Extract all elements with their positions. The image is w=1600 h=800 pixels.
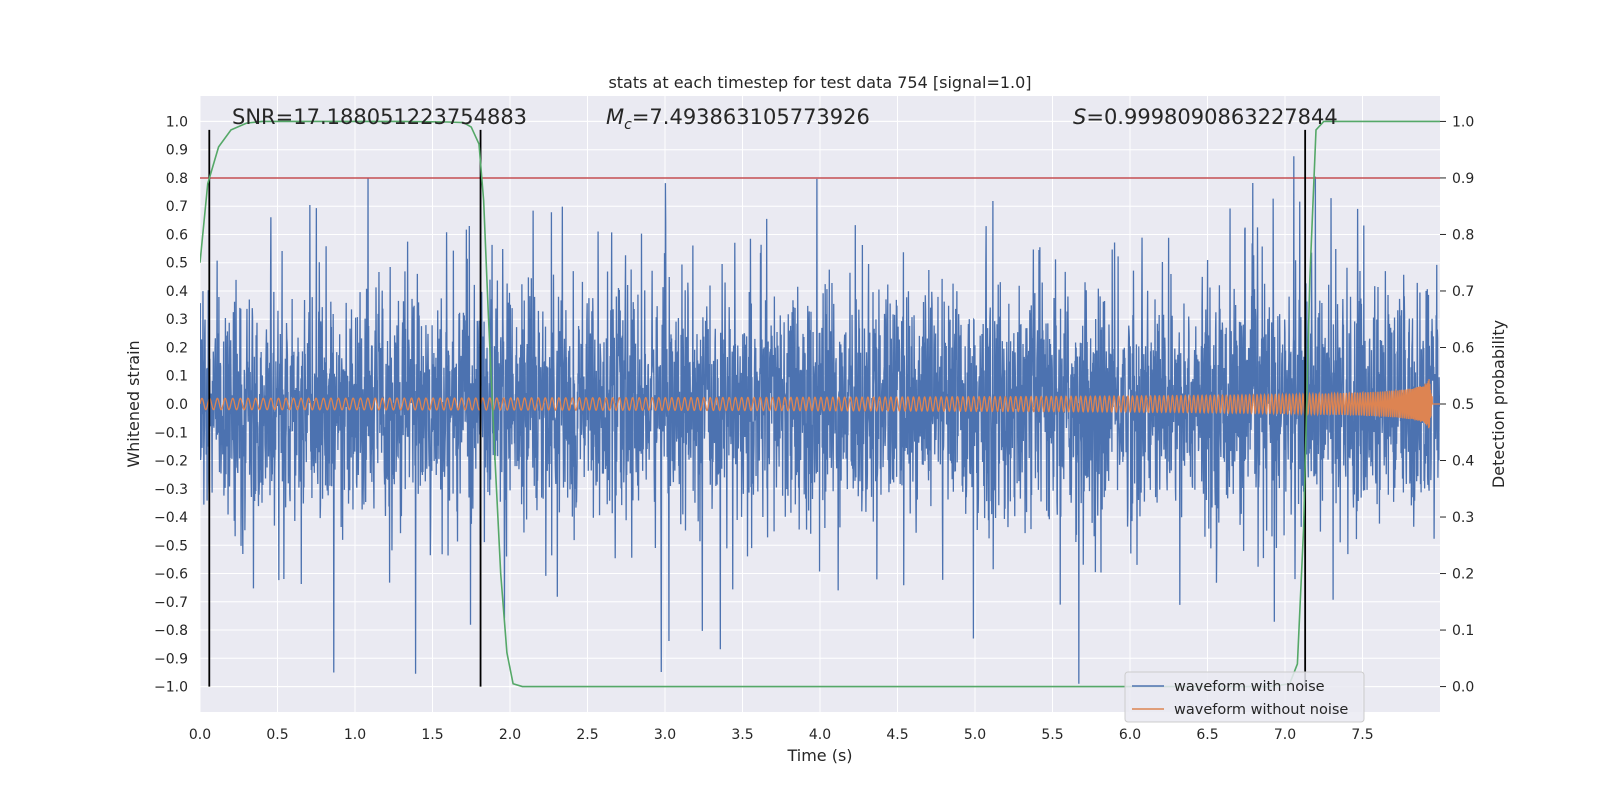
x-tick-label: 7.5 bbox=[1351, 727, 1373, 743]
y-axis-title: Whitened strain bbox=[124, 340, 143, 467]
x-tick-label: 5.5 bbox=[1041, 727, 1063, 743]
chirp-mass-annotation: Mc=7.493863105773926 bbox=[606, 105, 870, 133]
y-tick-label: −0.1 bbox=[154, 425, 188, 441]
x-axis: 0.0 0.5 1.0 1.5 2.0 2.5 3.0 3.5 4.0 4.5 5.0 5.5 6.0 6… bbox=[189, 727, 1374, 743]
y-tick-label: 0.5 bbox=[166, 256, 188, 272]
y2-tick-label: 0.4 bbox=[1452, 454, 1474, 470]
y2-tick-label: 0.9 bbox=[1452, 171, 1474, 187]
x-tick-label: 2.0 bbox=[499, 727, 521, 743]
y-tick-label: −0.9 bbox=[154, 651, 188, 667]
y-tick-label: 0.8 bbox=[166, 171, 188, 187]
y-tick-label: 0.6 bbox=[166, 227, 188, 243]
x-tick-label: 0.5 bbox=[266, 727, 288, 743]
y-tick-label: −0.5 bbox=[154, 538, 188, 554]
y-tick-label: 0.7 bbox=[166, 199, 188, 215]
y-tick-label: −0.6 bbox=[154, 567, 188, 583]
series-line-waveform-with-noise bbox=[200, 156, 1440, 684]
y2-tick-label: 0.0 bbox=[1452, 680, 1474, 696]
chirp-mass-value: =7.493863105773926 bbox=[632, 105, 870, 129]
legend-label-waveform-with-noise: waveform with noise bbox=[1174, 679, 1325, 695]
y-tick-label: −0.4 bbox=[154, 510, 188, 526]
x-tick-label: 3.5 bbox=[731, 727, 753, 743]
x-tick-label: 0.0 bbox=[189, 727, 211, 743]
legend-box bbox=[1124, 671, 1365, 723]
y-tick-label: 0.3 bbox=[166, 312, 188, 328]
y-tick-label: 0.1 bbox=[166, 369, 188, 385]
y-tick-label: −0.8 bbox=[154, 623, 188, 639]
x-tick-label: 4.0 bbox=[809, 727, 831, 743]
x-tick-label: 6.5 bbox=[1196, 727, 1218, 743]
y2-tick-label: 0.8 bbox=[1452, 227, 1474, 243]
legend-label-waveform-without-noise: waveform without noise bbox=[1174, 702, 1348, 718]
y-tick-label: −0.7 bbox=[154, 595, 188, 611]
y2-tick-label: 0.7 bbox=[1452, 284, 1474, 300]
x-tick-label: 2.5 bbox=[576, 727, 598, 743]
y2-tick-label: 1.0 bbox=[1452, 114, 1474, 130]
y-axis-right: 1.0 0.9 0.8 0.7 0.6 0.5 0.4 0.3 0.2 0.1 0.0 bbox=[1440, 114, 1474, 696]
y-tick-label: 1.0 bbox=[166, 114, 188, 130]
y-tick-label: −0.3 bbox=[154, 482, 188, 498]
x-tick-label: 6.0 bbox=[1119, 727, 1141, 743]
data-layer bbox=[200, 120, 1440, 688]
x-tick-label: 5.0 bbox=[964, 727, 986, 743]
y2-tick-label: 0.3 bbox=[1452, 510, 1474, 526]
x-tick-label: 1.5 bbox=[421, 727, 443, 743]
chirp-mass-symbol: M bbox=[606, 105, 624, 129]
y-tick-label: 0.0 bbox=[166, 397, 188, 413]
legend: waveform with noise waveform without noi… bbox=[1124, 671, 1365, 723]
y-tick-label: 0.4 bbox=[166, 284, 188, 300]
y-tick-label: −1.0 bbox=[154, 680, 188, 696]
y-tick-label: −0.2 bbox=[154, 454, 188, 470]
x-axis-title: Time (s) bbox=[786, 746, 852, 765]
y2-tick-label: 0.1 bbox=[1452, 623, 1474, 639]
y2-tick-label: 0.5 bbox=[1452, 397, 1474, 413]
x-tick-label: 1.0 bbox=[344, 727, 366, 743]
y2-tick-label: 0.2 bbox=[1452, 567, 1474, 583]
score-value: =0.9998090863227844 bbox=[1086, 105, 1337, 129]
y2-axis-title: Detection probability bbox=[1489, 320, 1508, 488]
x-tick-label: 7.0 bbox=[1274, 727, 1296, 743]
y2-tick-label: 0.6 bbox=[1452, 340, 1474, 356]
y-axis-left: 1.0 0.9 0.8 0.7 0.6 0.5 0.4 0.3 0.2 0.1 0.0 −0.1 −0.… bbox=[154, 114, 188, 695]
score-symbol: S bbox=[1073, 105, 1086, 129]
x-tick-label: 4.5 bbox=[886, 727, 908, 743]
vertical-markers bbox=[208, 129, 1307, 687]
y-tick-label: 0.9 bbox=[166, 143, 188, 159]
y-tick-label: 0.2 bbox=[166, 340, 188, 356]
series-line-waveform-without-noise bbox=[200, 379, 1440, 429]
snr-annotation: SNR=17.188051223754883 bbox=[232, 105, 527, 129]
chart-title: stats at each timestep for test data 754… bbox=[608, 73, 1031, 92]
chirp-mass-subscript: c bbox=[624, 117, 632, 133]
series-line-detection-probability bbox=[200, 120, 1440, 688]
score-annotation: S=0.9998090863227844 bbox=[1073, 105, 1338, 129]
x-tick-label: 3.0 bbox=[654, 727, 676, 743]
